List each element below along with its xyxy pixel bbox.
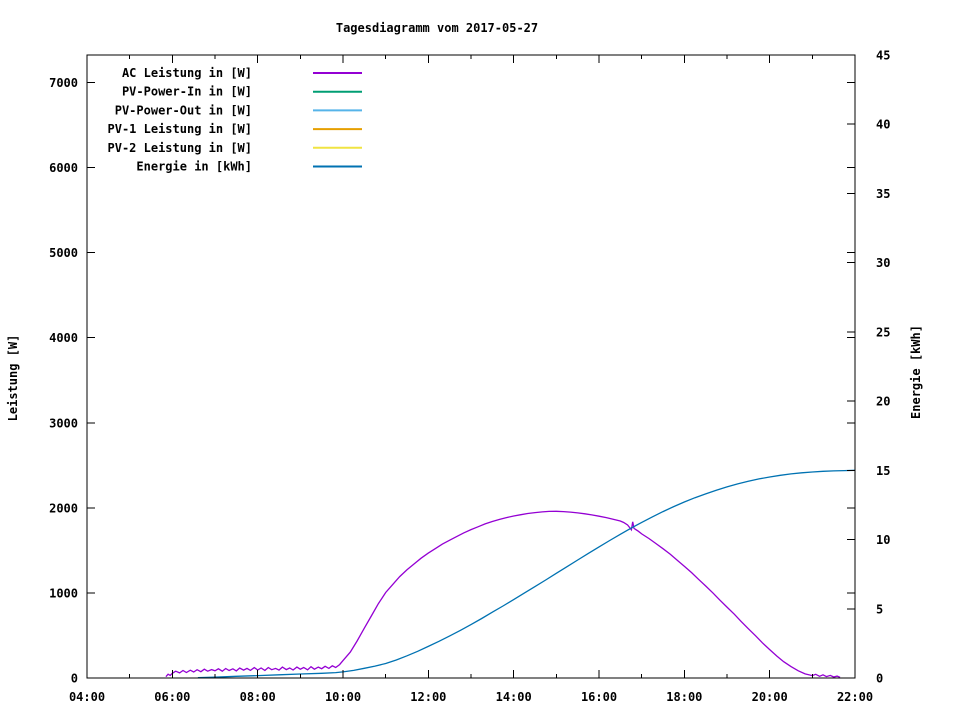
legend-label: PV-2 Leistung in [W] (108, 141, 253, 155)
y-left-tick-label: 7000 (49, 76, 78, 90)
y-left-tick-label: 6000 (49, 161, 78, 175)
y-left-tick-label: 3000 (49, 416, 78, 430)
y-right-tick-label: 30 (876, 256, 890, 270)
y-left-tick-label: 5000 (49, 246, 78, 260)
series-line-left (165, 510, 841, 678)
y-right-tick-label: 10 (876, 533, 890, 547)
y-right-tick-label: 40 (876, 118, 890, 132)
legend-label: Energie in [kWh] (136, 160, 252, 174)
y-right-tick-label: 15 (876, 464, 890, 478)
y-right-tick-label: 35 (876, 187, 890, 201)
x-tick-label: 18:00 (666, 690, 702, 704)
x-tick-label: 04:00 (69, 690, 105, 704)
y-right-tick-label: 20 (876, 395, 890, 409)
x-tick-label: 16:00 (581, 690, 617, 704)
y-right-tick-label: 5 (876, 602, 883, 616)
y-axis-label-right: Energie [kWh] (909, 325, 923, 419)
x-tick-label: 12:00 (410, 690, 446, 704)
y-left-tick-label: 2000 (49, 501, 78, 515)
x-tick-label: 08:00 (240, 690, 276, 704)
y-axis-label-left: Leistung [W] (6, 335, 20, 422)
axis-tick-labels: 04:00 06:00 08:00 10:00 12:00 14:00 16:00 18:00… (49, 49, 890, 705)
legend-label: AC Leistung in [W] (122, 66, 252, 80)
x-tick-label: 06:00 (154, 690, 190, 704)
y-left-tick-label: 0 (71, 672, 78, 686)
plot-curves (165, 469, 856, 679)
x-tick-label: 14:00 (496, 690, 532, 704)
axis-ticks (86, 54, 856, 679)
x-tick-label: 10:00 (325, 690, 361, 704)
series-line-right (197, 469, 856, 679)
y-right-tick-label: 45 (876, 49, 890, 63)
x-tick-label: 20:00 (752, 690, 788, 704)
legend: AC Leistung in [W] PV-Power-In in [W] PV-P… (108, 66, 362, 174)
legend-label: PV-1 Leistung in [W] (108, 122, 253, 136)
y-right-tick-label: 25 (876, 325, 890, 339)
y-left-tick-label: 4000 (49, 331, 78, 345)
x-tick-label: 22:00 (837, 690, 873, 704)
legend-label: PV-Power-In in [W] (122, 85, 252, 99)
chart-title: Tagesdiagramm vom 2017-05-27 (336, 21, 538, 35)
legend-label: PV-Power-Out in [W] (115, 103, 252, 117)
y-right-tick-label: 0 (876, 672, 883, 686)
y-left-tick-label: 1000 (49, 586, 78, 600)
